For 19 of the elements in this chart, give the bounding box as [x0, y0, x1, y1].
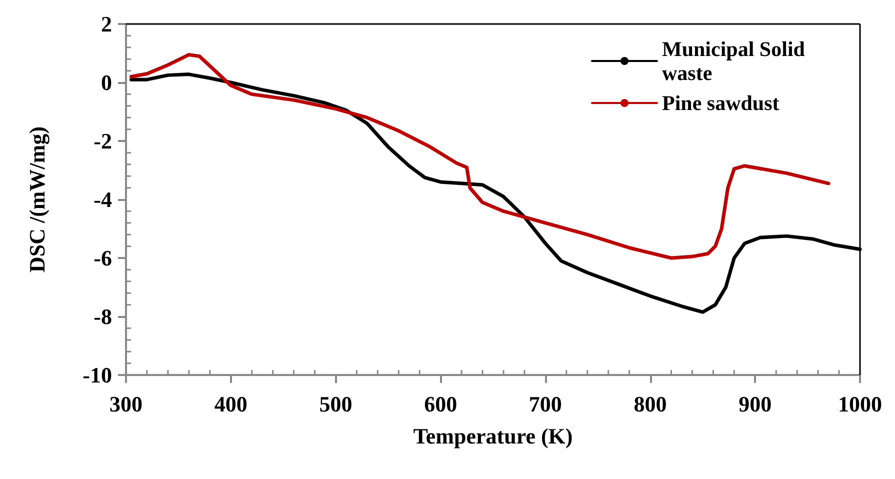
x-axis-title: Temperature (K) [413, 424, 573, 448]
y-tick-label: -10 [82, 362, 112, 388]
y-tick-label: -2 [94, 128, 112, 154]
legend-label: Pine sawdust [662, 91, 780, 115]
x-tick-label: 1000 [838, 392, 882, 416]
x-tick-label: 700 [528, 392, 562, 416]
x-tick-label: 400 [214, 392, 248, 416]
y-tick-label: -8 [94, 304, 112, 329]
y-tick-label: -4 [94, 187, 112, 212]
x-tick-label: 900 [738, 392, 772, 416]
y-axis-title: DSC /(mW/mg) [24, 126, 50, 273]
x-tick-label: 800 [634, 392, 667, 416]
y-tick-label: 0 [101, 70, 112, 95]
legend-label: Municipal Solid waste [662, 37, 810, 85]
x-tick-label: 600 [424, 392, 458, 416]
x-tick-label: 300 [110, 392, 142, 416]
x-tick-label: 500 [319, 392, 352, 416]
y-tick-label: 2 [101, 12, 112, 36]
y-tick-label: -6 [94, 246, 112, 270]
